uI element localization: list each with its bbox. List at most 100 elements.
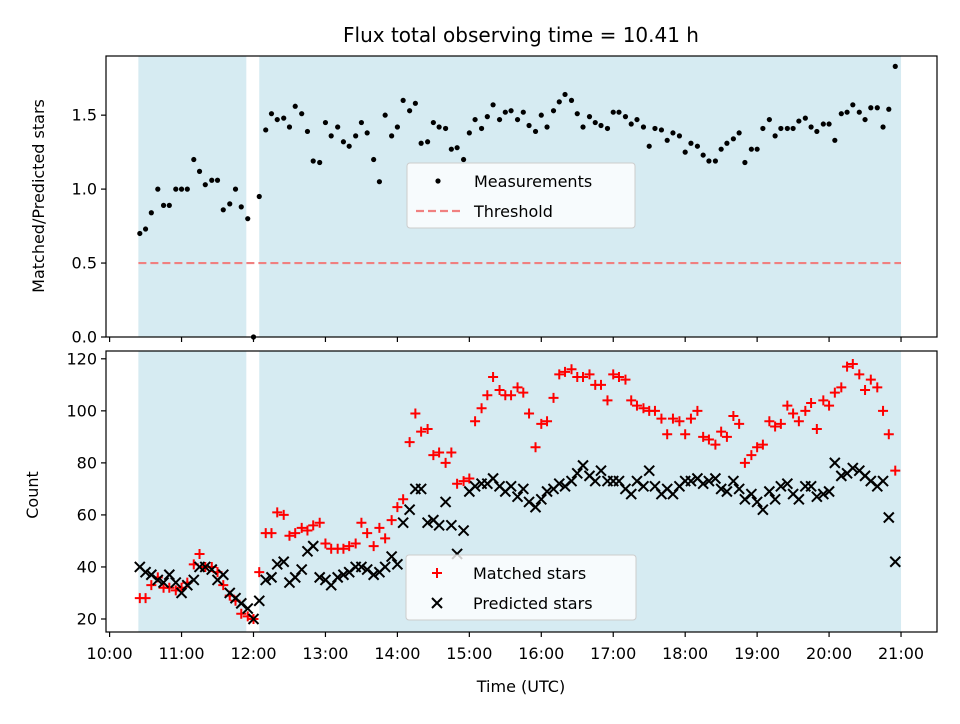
matched-star-point [404,437,415,448]
predicted-star-point [421,517,434,529]
measurement-point [562,91,568,98]
chart-title: Flux total observing time = 10.41 h [343,23,699,47]
measurement-point [389,133,395,139]
matched-star-point [698,431,709,442]
predicted-star-point [331,571,344,584]
predicted-star-point [565,475,578,487]
predicted-star-point [175,587,188,599]
matched-star-point [464,473,475,484]
measurement-point [407,108,413,114]
bottom-shaded-interval-0 [138,351,247,632]
matched-star-point [440,457,451,468]
legend-marker-matched [432,568,442,578]
predicted-star-point [260,574,272,586]
predicted-star-point [157,576,170,589]
measurement-point [418,140,424,146]
top-panel: 0.0 0.5 1.0 1.5 Measurements Threshold [72,55,938,347]
xtick-label: 14:00 [374,644,420,663]
matched-star-point [254,567,265,578]
measurement-point [658,127,665,133]
predicted-star-point [883,511,895,524]
matched-star-point [488,372,499,383]
predicted-star-point [703,475,715,487]
matched-star-point [734,418,745,429]
bottom-legend-box [405,554,637,621]
measurement-point [514,116,521,123]
measurement-point [844,109,850,115]
measurement-point [173,186,179,192]
predicted-star-point [595,464,607,477]
measurement-point [784,125,790,132]
measurement-point [694,143,701,149]
legend-label-threshold: Threshold [473,202,553,221]
measurement-point [412,100,418,106]
matched-star-point [782,400,793,411]
matched-star-point [860,385,871,396]
top-series-0 [137,63,898,340]
predicted-star-point [265,571,278,584]
measurement-point [238,204,244,210]
bottom-ytick-label: 40 [77,557,97,576]
predicted-star-point [835,470,848,482]
predicted-star-point [188,574,200,586]
predicted-star-point [793,493,805,506]
measurement-point [364,130,370,136]
bottom-ytick-label: 100 [66,401,97,420]
measurement-point [538,112,544,118]
matched-star-point [140,593,151,604]
measurement-point [490,102,496,108]
bottom-xlabel: Time (UTC) [476,677,565,696]
measurement-point [862,116,868,123]
predicted-star-point [433,519,445,532]
xtick-label: 21:00 [878,644,924,663]
matched-star-point [266,528,277,539]
bottom-panel: 20 40 60 80 100 120 10:00 11:00 12:00 13:00 14:00 1… [66,349,938,663]
matched-star-point [818,395,829,406]
measurement-point [317,159,323,166]
measurement-point [484,114,490,120]
matched-star-point [374,522,385,533]
matched-star-point [410,408,421,419]
matched-star-point [824,400,835,411]
matched-star-point [548,392,559,403]
matched-star-point [721,431,732,442]
measurement-point [664,137,670,143]
matched-star-point [620,374,631,385]
matched-star-point [494,385,505,396]
predicted-star-point [511,490,524,503]
predicted-star-point [242,602,254,615]
measurement-point [137,230,143,237]
measurement-point [742,159,748,166]
matched-star-point [422,424,433,435]
bottom-ylabel: Count [23,471,42,519]
top-legend-box [406,162,636,229]
measurement-point [724,140,730,146]
matched-star-point [554,369,565,380]
bottom-ytick-label: 120 [66,349,97,368]
matched-star-point [470,416,481,427]
measurement-point [616,109,622,115]
top-legend: Measurements Threshold [406,162,636,229]
legend-label-measurements: Measurements [474,172,592,191]
measurement-point [526,122,532,129]
xtick-label: 11:00 [158,644,204,663]
matched-star-point [296,522,307,533]
measurement-point [335,124,341,130]
xtick-label: 16:00 [518,644,564,663]
xtick-label: 20:00 [806,644,852,663]
measurement-point [436,124,442,130]
measurement-point [496,116,503,123]
matched-star-point [566,364,577,375]
measurement-point [814,128,820,135]
predicted-star-point [397,517,409,529]
predicted-star-point [367,569,380,581]
predicted-star-point [745,488,758,500]
measurement-point [232,186,239,192]
top-ytick-label: 0.5 [72,254,97,273]
measurement-point [754,146,760,152]
measurement-point [892,63,898,69]
predicted-star-point [253,595,265,607]
measurement-point [245,216,251,222]
predicted-star-point [385,550,398,563]
